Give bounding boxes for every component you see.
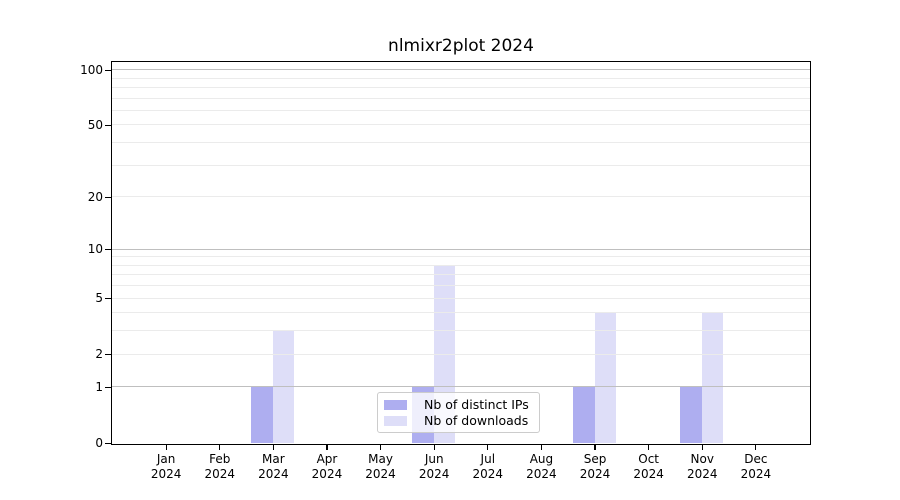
gridline-minor	[112, 142, 810, 144]
y-tick	[105, 354, 111, 356]
y-tick-label: 20	[87, 189, 103, 204]
x-tick-label: Jul 2024	[460, 452, 516, 482]
gridline-minor	[112, 274, 810, 276]
gridline-minor	[112, 312, 810, 314]
x-tick-year: 2024	[365, 467, 396, 481]
x-tick-year: 2024	[418, 467, 450, 481]
bar-distinct-ips	[573, 386, 595, 443]
x-tick-year: 2024	[686, 467, 718, 481]
gridline-minor	[112, 353, 810, 355]
gridline-minor	[112, 256, 810, 258]
gridline-minor	[112, 124, 810, 126]
x-tick	[219, 445, 221, 450]
gridline-major	[112, 248, 810, 250]
gridline-minor	[112, 97, 810, 99]
x-tick-year: 2024	[258, 467, 289, 481]
y-tick	[105, 196, 111, 198]
legend: Nb of distinct IPs Nb of downloads	[377, 392, 540, 433]
x-tick	[648, 445, 650, 450]
gridline-minor	[112, 330, 810, 332]
x-tick-month: Sep	[583, 452, 607, 466]
x-tick-year: 2024	[740, 467, 772, 481]
y-tick-label: 2	[95, 347, 103, 362]
gridline-minor	[112, 285, 810, 287]
bar-distinct-ips	[680, 386, 702, 443]
x-tick-label: Feb 2024	[192, 452, 248, 482]
gridline-minor	[112, 297, 810, 299]
y-tick-label: 5	[95, 291, 103, 306]
chart-title: nlmixr2plot 2024	[388, 36, 534, 56]
x-tick-label: Jan 2024	[138, 452, 194, 482]
x-tick	[433, 445, 435, 450]
bar-downloads	[594, 312, 617, 443]
gridline-minor	[112, 86, 810, 88]
y-tick	[105, 248, 111, 251]
y-tick-label: 100	[80, 62, 103, 77]
x-tick-month: Jul	[480, 452, 496, 466]
x-tick	[487, 445, 489, 450]
x-tick-label: Sep 2024	[567, 452, 623, 482]
x-tick	[701, 445, 703, 450]
x-tick-label: Nov 2024	[674, 452, 730, 482]
gridline-minor	[112, 264, 810, 266]
x-tick-month: Apr	[316, 452, 338, 466]
y-tick	[105, 69, 111, 71]
x-tick	[755, 445, 757, 450]
x-tick-year: 2024	[204, 467, 235, 481]
x-tick-year: 2024	[633, 467, 664, 481]
y-tick-label: 10	[87, 242, 103, 256]
bar-downloads	[701, 312, 724, 443]
x-tick-label: Oct 2024	[621, 452, 677, 482]
bar-distinct-ips	[251, 386, 273, 443]
x-tick	[540, 445, 542, 450]
x-tick-label: Mar 2024	[245, 452, 301, 482]
x-tick	[165, 445, 167, 450]
x-tick-month: Feb	[209, 452, 231, 466]
gridline-minor	[112, 109, 810, 111]
x-tick-year: 2024	[579, 467, 611, 481]
y-tick	[105, 124, 111, 126]
gridline-minor	[112, 77, 810, 79]
x-tick-label: Aug 2024	[513, 452, 569, 482]
x-tick	[379, 445, 382, 450]
y-tick	[105, 297, 111, 300]
legend-item-distinct-ips: Nb of distinct IPs	[384, 398, 533, 412]
x-tick-month: May	[368, 452, 393, 466]
legend-swatch-distinct-ips	[384, 400, 407, 410]
x-tick-year: 2024	[472, 467, 504, 481]
x-tick-year: 2024	[526, 467, 557, 481]
y-tick	[105, 386, 111, 388]
x-tick	[326, 445, 328, 450]
x-tick-month: Aug	[529, 452, 554, 466]
legend-item-downloads: Nb of downloads	[384, 414, 533, 428]
legend-label-distinct-ips: Nb of distinct IPs	[424, 397, 529, 412]
x-tick-month: Jan	[156, 452, 176, 466]
x-tick-label: May 2024	[353, 452, 409, 482]
gridline-major	[112, 69, 810, 71]
x-tick-label: Apr 2024	[299, 452, 355, 482]
x-tick-month: Oct	[638, 452, 660, 466]
x-tick-label: Dec 2024	[728, 452, 784, 482]
y-tick-label: 1	[95, 379, 103, 394]
x-tick-month: Nov	[690, 452, 714, 466]
x-tick-month: Jun	[424, 452, 444, 466]
plot-area: Nb of distinct IPs Nb of downloads	[111, 61, 811, 445]
y-tick	[105, 442, 111, 445]
plot-inner: Nb of distinct IPs Nb of downloads	[112, 62, 810, 444]
y-tick-label: 50	[87, 117, 103, 132]
gridline-minor	[112, 164, 810, 166]
x-tick-month: Mar	[262, 452, 285, 466]
gridline-major	[112, 386, 810, 388]
x-tick-label: Jun 2024	[406, 452, 462, 482]
x-tick-year: 2024	[150, 467, 182, 481]
x-tick-year: 2024	[311, 467, 343, 481]
x-tick	[272, 445, 274, 450]
x-tick	[594, 445, 596, 450]
gridline-minor	[112, 196, 810, 198]
x-tick-month: Dec	[744, 452, 768, 466]
y-tick-label: 0	[95, 436, 103, 450]
legend-swatch-downloads	[384, 416, 407, 426]
legend-label-downloads: Nb of downloads	[424, 413, 529, 428]
